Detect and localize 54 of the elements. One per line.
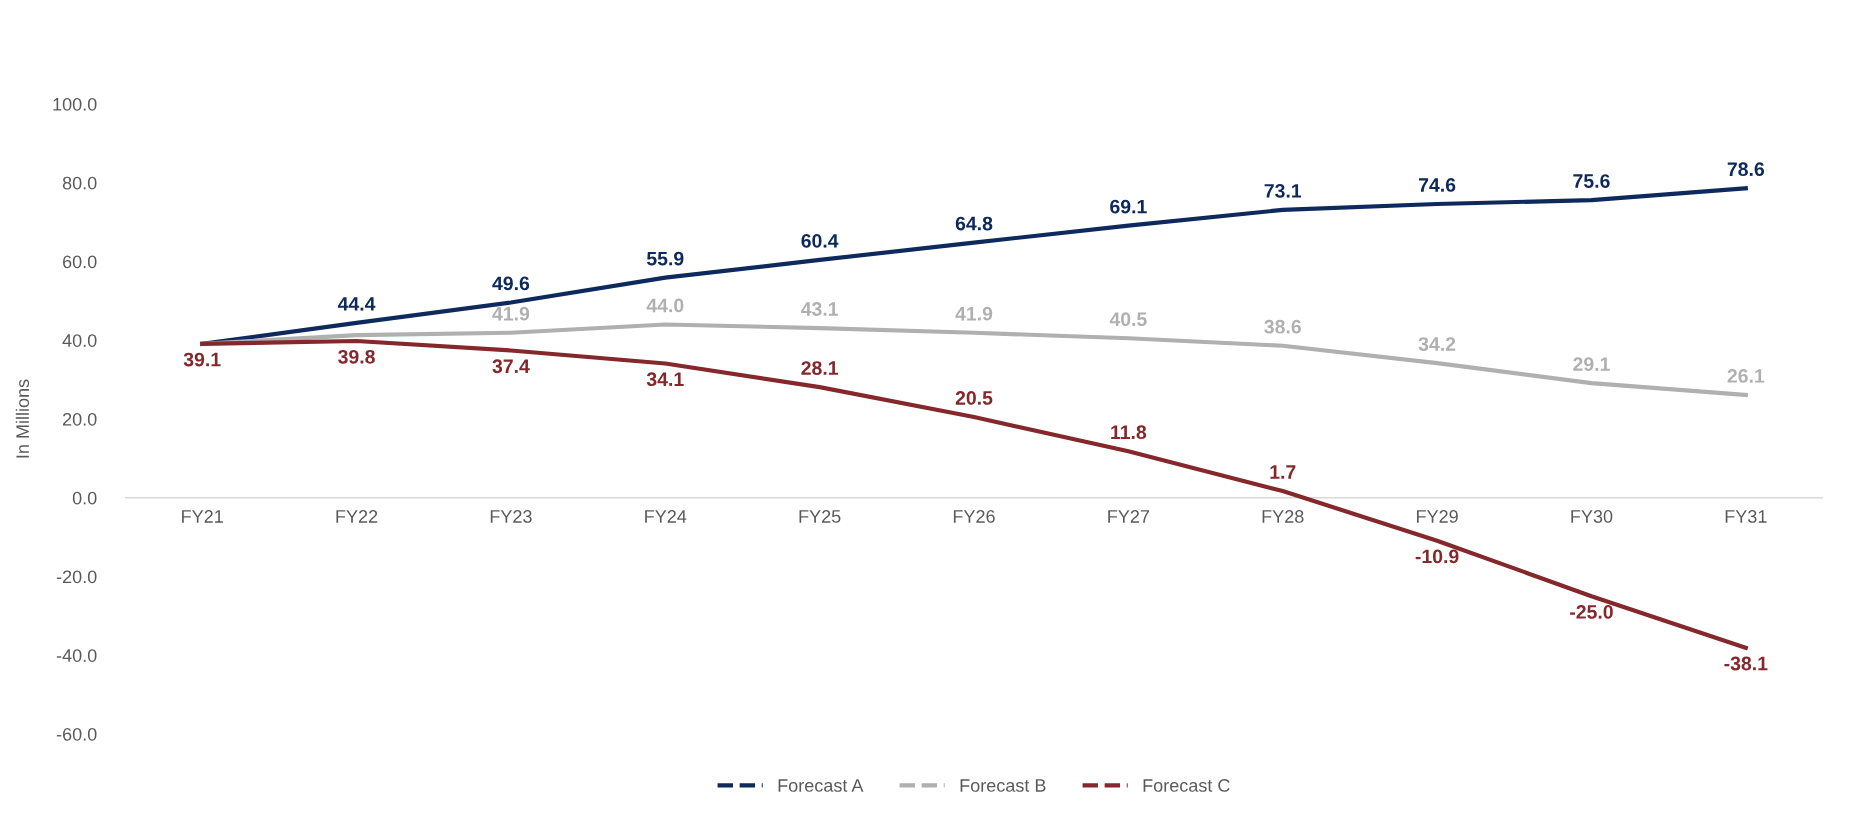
x-tick-label: FY21: [182, 510, 223, 523]
y-tick-label: 100.0: [53, 97, 97, 111]
data-label: 73.1: [1264, 183, 1302, 198]
x-tick-label: FY28: [1262, 510, 1304, 523]
x-tick-label: FY31: [1725, 510, 1767, 523]
data-label: 60.4: [801, 233, 839, 248]
data-label: 40.5: [1109, 312, 1147, 327]
data-label: 34.1: [646, 372, 684, 387]
data-label: 26.1: [1727, 369, 1765, 383]
data-label: 1.7: [1270, 465, 1296, 479]
data-label: 49.6: [492, 276, 530, 291]
data-label: 44.4: [337, 297, 376, 311]
data-label: 39.8: [338, 349, 375, 364]
data-label: 69.1: [1110, 199, 1147, 214]
data-label: 43.1: [801, 302, 839, 316]
x-tick-label: FY23: [490, 510, 532, 523]
data-label: -10.9: [1415, 549, 1459, 564]
x-tick-label: FY27: [1108, 510, 1150, 523]
data-label: 64.8: [955, 216, 993, 231]
data-label: 39.1: [183, 352, 221, 367]
y-tick-label: 40.0: [62, 334, 97, 347]
legend-label: Forecast C: [1143, 779, 1230, 792]
data-label: 78.6: [1727, 162, 1765, 177]
data-label: 20.5: [955, 391, 993, 405]
legend-label: Forecast B: [960, 779, 1046, 792]
data-label: 38.6: [1264, 319, 1301, 334]
y-tick-label: 80.0: [62, 176, 97, 190]
legend-label: Forecast A: [778, 779, 864, 792]
y-tick-label: 20.0: [62, 412, 97, 426]
data-label: 11.8: [1111, 425, 1147, 440]
y-tick-label: 60.0: [63, 255, 97, 269]
data-label: 44.0: [646, 298, 684, 313]
x-tick-label: FY25: [799, 510, 841, 523]
y-tick-label: -60.0: [56, 727, 97, 741]
x-tick-label: FY26: [953, 510, 995, 523]
data-label: 29.1: [1573, 357, 1610, 371]
x-tick-label: FY24: [645, 510, 687, 523]
x-tick-label: FY30: [1571, 510, 1613, 523]
data-label: 37.4: [492, 359, 530, 374]
data-label: -25.0: [1570, 605, 1613, 619]
data-label: 28.1: [801, 361, 839, 375]
x-tick-label: FY22: [336, 510, 378, 523]
y-tick-label: 0.0: [72, 491, 97, 505]
y-tick-label: -20.0: [56, 570, 97, 584]
data-label: 74.6: [1419, 178, 1456, 192]
data-label: 41.9: [955, 306, 993, 321]
y-axis-title: In Millions: [15, 379, 30, 458]
data-label: -38.1: [1724, 656, 1768, 671]
x-tick-label: FY29: [1417, 510, 1458, 523]
data-label: 41.9: [492, 306, 530, 321]
data-label: 75.6: [1573, 174, 1610, 188]
data-label: 34.2: [1418, 337, 1456, 351]
data-label: 55.9: [646, 251, 684, 266]
y-tick-label: -40.0: [56, 649, 97, 662]
